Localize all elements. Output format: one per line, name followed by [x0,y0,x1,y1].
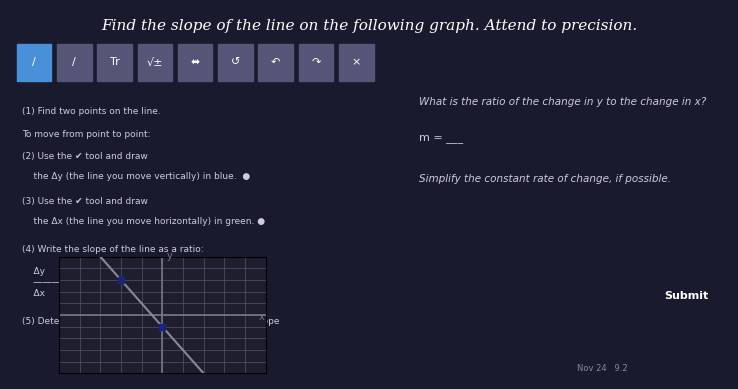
Text: ×: × [351,57,361,67]
Bar [218,44,252,81]
Text: ⬌: ⬌ [190,57,200,67]
Text: ↶: ↶ [271,57,280,67]
Bar [258,44,293,81]
Text: Δx: Δx [22,289,46,298]
Text: (5) Determine if the line has a positive or negative slope: (5) Determine if the line has a positive… [22,317,280,326]
Text: Simplify the constant rate of change, if possible.: Simplify the constant rate of change, if… [419,174,672,184]
Text: Tr: Tr [110,57,120,67]
Text: Δy     m = ___: Δy m = ___ [22,267,95,276]
Bar [57,44,92,81]
Bar [299,44,334,81]
Text: Submit: Submit [664,291,708,301]
Text: the Δx (the line you move horizontally) in green. ●: the Δx (the line you move horizontally) … [22,217,266,226]
Text: √±: √± [147,57,163,67]
Text: ↺: ↺ [231,57,240,67]
Text: (2) Use the ✔ tool and draw: (2) Use the ✔ tool and draw [22,152,148,161]
Text: m = ___: m = ___ [419,133,463,143]
Text: /: / [32,57,36,67]
Text: Nov 24   9.2: Nov 24 9.2 [576,364,627,373]
Text: Find the slope of the line on the following graph. Attend to precision.: Find the slope of the line on the follow… [101,19,637,33]
Text: /: / [72,57,76,67]
Text: the Δy (the line you move vertically) in blue.  ●: the Δy (the line you move vertically) in… [22,172,251,181]
Text: ――――: ―――― [22,278,70,287]
Text: (1) Find two points on the line.: (1) Find two points on the line. [22,107,161,116]
Text: What is the ratio of the change in y to the change in x?: What is the ratio of the change in y to … [419,97,707,107]
Text: (3) Use the ✔ tool and draw: (3) Use the ✔ tool and draw [22,197,148,206]
Text: (4) Write the slope of the line as a ratio:: (4) Write the slope of the line as a rat… [22,245,204,254]
Bar [178,44,213,81]
Text: ↷: ↷ [311,57,321,67]
Bar [17,44,51,81]
Text: x: x [259,312,264,322]
Bar [339,44,373,81]
Bar [137,44,172,81]
Bar [97,44,132,81]
Text: To move from point to point:: To move from point to point: [22,130,151,139]
Text: y: y [167,251,172,261]
